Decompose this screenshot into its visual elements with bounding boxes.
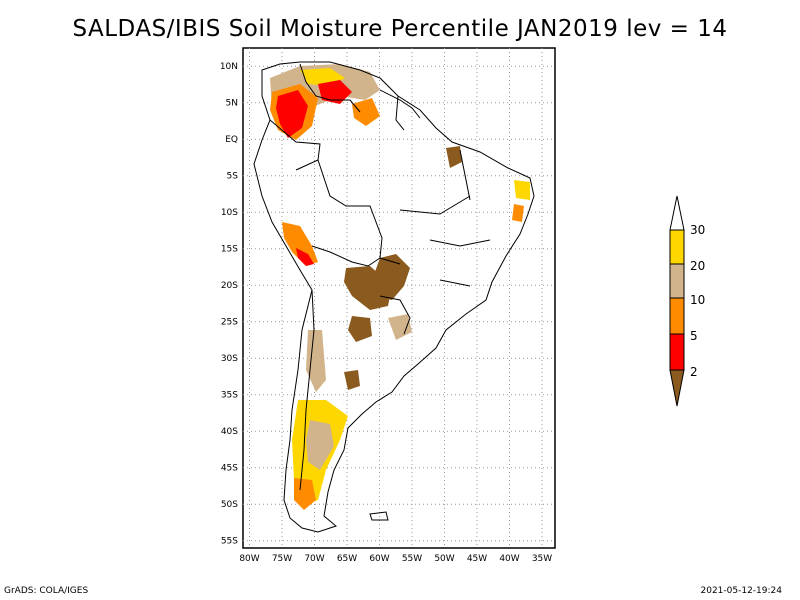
legend-label-30: 30 bbox=[690, 223, 705, 237]
region-chaco-brown bbox=[344, 266, 392, 310]
region-pampa-brown bbox=[344, 370, 360, 390]
coastline bbox=[253, 61, 535, 533]
map-frame bbox=[242, 47, 556, 549]
lat-tick-label: 45S bbox=[221, 464, 238, 474]
lat-tick-label: 15S bbox=[221, 245, 238, 255]
lat-tick-label: 20S bbox=[221, 281, 238, 291]
region-ne-brazil-brown bbox=[446, 146, 462, 168]
legend-swatch-orange bbox=[669, 297, 685, 335]
region-peru-red bbox=[296, 248, 314, 266]
border-brazil-states bbox=[399, 149, 491, 287]
legend-swatch-red bbox=[669, 333, 685, 371]
lat-tick-label: 50S bbox=[221, 500, 238, 510]
border-paraguay bbox=[379, 295, 411, 335]
legend-swatch-gold bbox=[669, 229, 685, 265]
lon-tick-label: 65W bbox=[337, 554, 357, 564]
border-colombia-venezuela bbox=[299, 63, 361, 113]
region-venezuela-red bbox=[318, 80, 352, 104]
lat-tick-label: 5N bbox=[226, 99, 238, 109]
falklands bbox=[369, 511, 389, 521]
lat-tick-label: 25S bbox=[221, 318, 238, 328]
lat-tick-label: 55S bbox=[221, 537, 238, 547]
lat-tick-labels: 10N 5N EQ 5S 10S 15S 20S 25S 30S 35S 40S 45S 50S 55S bbox=[220, 62, 238, 546]
lat-tick-label: 5S bbox=[227, 172, 239, 182]
lat-tick-label: 30S bbox=[221, 354, 238, 364]
footer-software: GrADS: COLA/IGES bbox=[4, 586, 89, 596]
south-america-outline bbox=[253, 61, 535, 533]
legend-top-arrow bbox=[669, 195, 685, 231]
color-legend: 30 20 10 5 2 bbox=[669, 195, 705, 407]
legend-label-5: 5 bbox=[690, 329, 698, 343]
border-bolivia bbox=[311, 245, 401, 267]
legend-bottom-arrow bbox=[669, 369, 685, 407]
legend-swatch-tan bbox=[669, 263, 685, 299]
lon-tick-labels: 80W 75W 70W 65W 60W 55W 50W 45W 40W 35W bbox=[239, 554, 552, 564]
border-chile-argentina bbox=[299, 289, 315, 491]
legend-label-2: 2 bbox=[690, 365, 698, 379]
lon-tick-label: 60W bbox=[369, 554, 389, 564]
lat-tick-label: EQ bbox=[225, 135, 238, 145]
lat-tick-label: 10N bbox=[220, 62, 238, 72]
region-peru-orange bbox=[282, 222, 318, 266]
lon-tick-label: 45W bbox=[467, 554, 487, 564]
lon-tick-label: 75W bbox=[272, 554, 292, 564]
border-guianas bbox=[379, 89, 421, 131]
region-guyana-orange bbox=[352, 98, 380, 126]
lon-tick-label: 55W bbox=[402, 554, 422, 564]
border-colombia-peru bbox=[269, 119, 321, 171]
lon-tick-label: 40W bbox=[499, 554, 519, 564]
border-brazil-west bbox=[317, 159, 383, 259]
lon-tick-label: 50W bbox=[434, 554, 454, 564]
lat-tick-label: 10S bbox=[221, 208, 238, 218]
region-patagonia-tan bbox=[306, 420, 334, 470]
region-colombia-red bbox=[276, 90, 308, 138]
region-east-orange bbox=[512, 204, 524, 222]
region-fuegia-orange bbox=[294, 478, 316, 510]
region-andes-tan bbox=[306, 330, 326, 392]
lon-tick-label: 80W bbox=[239, 554, 259, 564]
lon-tick-label: 70W bbox=[304, 554, 324, 564]
region-east-gold bbox=[514, 180, 530, 200]
legend-label-20: 20 bbox=[690, 259, 705, 273]
lat-tick-label: 40S bbox=[221, 427, 238, 437]
map-title: SALDAS/IBIS Soil Moisture Percentile JAN… bbox=[72, 16, 728, 42]
lat-tick-label: 35S bbox=[221, 391, 238, 401]
region-argentina-brown bbox=[348, 316, 372, 342]
region-brazil-south-tan bbox=[388, 314, 412, 340]
lon-tick-label: 35W bbox=[532, 554, 552, 564]
percentile-regions bbox=[270, 64, 530, 510]
footer-timestamp: 2021-05-12-19:24 bbox=[700, 586, 783, 596]
legend-label-10: 10 bbox=[690, 293, 705, 307]
